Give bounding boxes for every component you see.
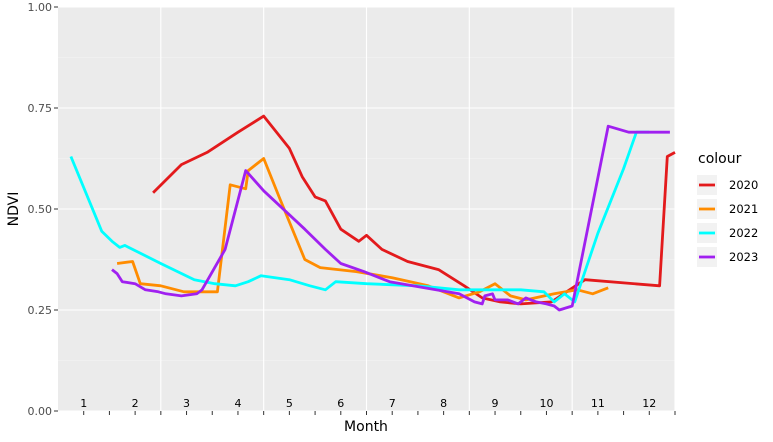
series-line-2023 [111, 124, 670, 312]
month-label: 4 [234, 397, 241, 410]
x-axis-ticks [83, 411, 676, 415]
month-label: 8 [440, 397, 447, 410]
legend-label-2020: 2020 [729, 178, 758, 192]
month-label: 7 [389, 397, 396, 410]
major-gridlines [58, 6, 676, 412]
month-label: 10 [539, 397, 553, 410]
series-line-2022 [69, 130, 650, 304]
y-axis: 0.00 0.25 0.50 0.75 1.00 [28, 1, 58, 418]
month-label: 2 [132, 397, 139, 410]
month-label: 11 [591, 397, 605, 410]
x-axis-title: Month [344, 419, 388, 435]
legend-label-2021: 2021 [729, 202, 758, 216]
month-label: 9 [492, 397, 499, 410]
y-tick-label: 0.00 [28, 405, 53, 418]
month-label: 6 [337, 397, 344, 410]
month-label: 3 [183, 397, 190, 410]
series-line-2021 [116, 157, 609, 302]
legend-title: colour [698, 151, 742, 167]
month-label: 12 [642, 397, 656, 410]
y-tick-label: 0.50 [28, 203, 53, 216]
series-lines [69, 114, 676, 312]
legend: colour 2020 2021 2022 2023 [697, 151, 758, 267]
legend-label-2023: 2023 [729, 250, 758, 264]
month-label: 1 [80, 397, 87, 410]
y-axis-title: NDVI [6, 192, 22, 227]
y-tick-label: 0.75 [28, 102, 53, 115]
legend-label-2022: 2022 [729, 226, 758, 240]
month-label: 5 [286, 397, 293, 410]
month-labels: 1 2 3 4 5 6 7 8 9 10 11 12 [80, 397, 656, 410]
y-tick-label: 1.00 [28, 1, 53, 14]
y-tick-label: 0.25 [28, 304, 53, 317]
